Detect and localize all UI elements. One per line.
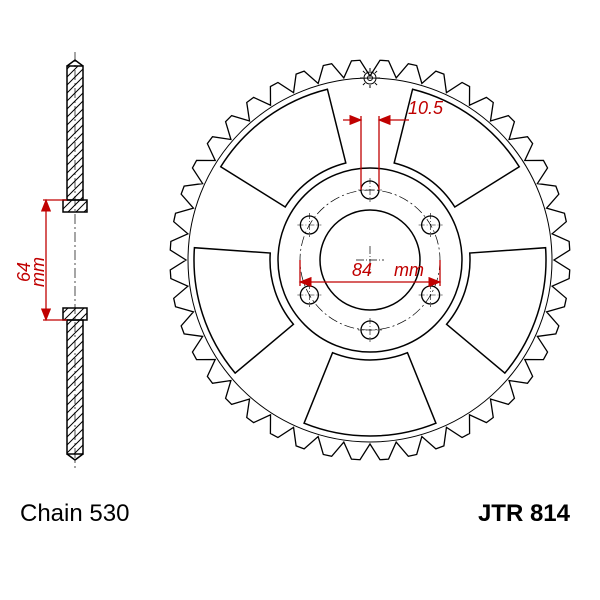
chain-label: Chain 530: [20, 500, 129, 528]
technical-drawing: 64mm 84 mm 10.5 Chain 530 JTR 814: [0, 0, 600, 600]
svg-text:mm: mm: [394, 260, 424, 280]
svg-text:mm: mm: [28, 257, 48, 287]
dimension-64mm: 64mm: [14, 200, 67, 320]
svg-text:84: 84: [352, 260, 372, 280]
svg-text:10.5: 10.5: [408, 98, 444, 118]
side-profile-view: [63, 52, 87, 468]
part-number-label: JTR 814: [478, 500, 570, 528]
